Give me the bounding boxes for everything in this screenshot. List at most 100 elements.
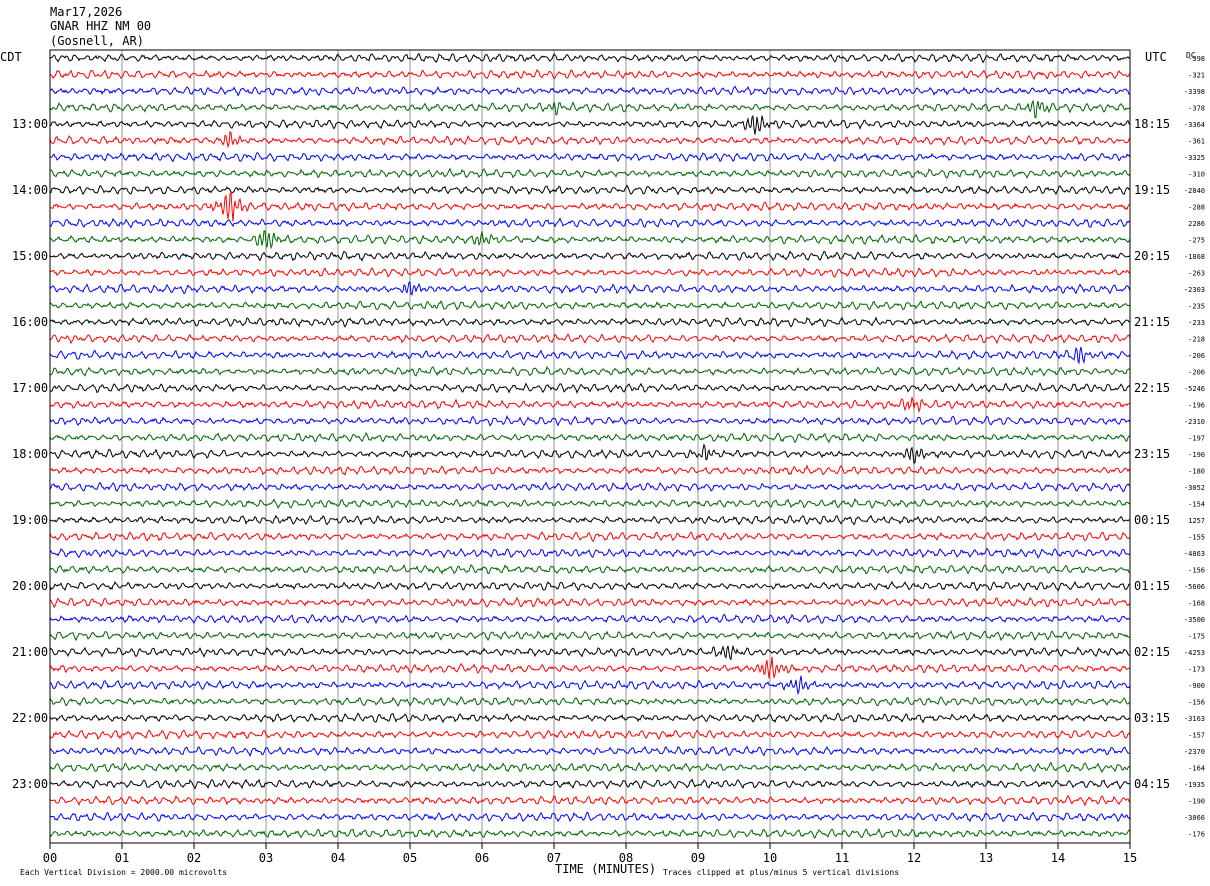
trace-row <box>49 531 1131 543</box>
dc-offset-label: -3325 <box>1184 154 1205 162</box>
dc-offset-label: -4863 <box>1184 550 1205 558</box>
trace-row <box>49 761 1131 774</box>
trace-row <box>49 464 1131 476</box>
trace-row <box>49 729 1131 741</box>
right-hour-label: 03:15 <box>1134 711 1170 725</box>
x-tick-label: 03 <box>259 851 273 865</box>
right-hour-label: 22:15 <box>1134 381 1170 395</box>
right-hour-label: 01:15 <box>1134 579 1170 593</box>
dc-offset-label: -156 <box>1188 699 1205 707</box>
trace-row <box>49 794 1131 807</box>
dc-offset-label: -196 <box>1188 402 1205 410</box>
dc-offset-label: -321 <box>1188 72 1205 80</box>
dc-offset-label: -168 <box>1188 600 1205 608</box>
left-hour-label: 13:00 <box>12 117 48 131</box>
dc-offset-label: -5606 <box>1184 583 1205 591</box>
trace-row <box>49 300 1131 311</box>
trace-row <box>49 52 1131 64</box>
left-hour-label: 17:00 <box>12 381 48 395</box>
dc-offset-label: -3500 <box>1184 616 1205 624</box>
trace-row <box>49 695 1131 707</box>
dc-offset-label: -310 <box>1188 171 1205 179</box>
right-hour-label: 21:15 <box>1134 315 1170 329</box>
trace-row <box>49 267 1131 278</box>
x-tick-label: 06 <box>475 851 489 865</box>
dc-offset-label: -3398 <box>1184 88 1205 96</box>
dc-offset-label: -176 <box>1188 831 1205 839</box>
dc-offset-label: -3163 <box>1184 715 1205 723</box>
dc-offset-label: -3052 <box>1184 484 1205 492</box>
trace-row <box>49 481 1131 493</box>
trace-row <box>49 99 1131 119</box>
dc-offset-label: -4253 <box>1184 649 1205 657</box>
seismic-traces <box>49 52 1131 839</box>
dc-offset-label: -398 <box>1188 55 1205 63</box>
left-hour-label: 15:00 <box>12 249 48 263</box>
left-hour-label: 20:00 <box>12 579 48 593</box>
dc-offset-header: DC <box>1186 51 1196 60</box>
dc-offset-label: 2286 <box>1188 220 1205 228</box>
dc-offset-label: -3066 <box>1184 814 1205 822</box>
dc-offset-label: -2840 <box>1184 187 1205 195</box>
row-labels: 13:00 14:00 15:00 16:00 17:00 18:00 19:00 20:00… <box>12 55 1205 839</box>
trace-row <box>49 656 1131 680</box>
dc-offset-label: -2310 <box>1184 418 1205 426</box>
trace-row <box>49 230 1131 250</box>
trace-row <box>49 346 1131 365</box>
trace-row <box>49 778 1131 790</box>
left-hour-label: 18:00 <box>12 447 48 461</box>
x-tick-label: 10 <box>763 851 777 865</box>
trace-row <box>49 85 1131 97</box>
x-tick-label: 05 <box>403 851 417 865</box>
dc-offset-label: -235 <box>1188 303 1205 311</box>
dc-offset-label: -2370 <box>1184 748 1205 756</box>
header-location: (Gosnell, AR) <box>50 34 144 48</box>
dc-offset-label: -5246 <box>1184 385 1205 393</box>
trace-row <box>49 130 1131 149</box>
dc-offset-label: -190 <box>1188 798 1205 806</box>
trace-row <box>49 414 1131 427</box>
dc-offset-label: -197 <box>1188 435 1205 443</box>
trace-row <box>49 547 1131 559</box>
trace-row <box>49 151 1131 163</box>
trace-row <box>49 281 1131 296</box>
right-hour-label: 19:15 <box>1134 183 1170 197</box>
x-tick-label: 04 <box>331 851 345 865</box>
trace-row <box>49 675 1131 696</box>
x-tick-label: 13 <box>979 851 993 865</box>
right-hour-label: 23:15 <box>1134 447 1170 461</box>
dc-offset-label: -2303 <box>1184 286 1205 294</box>
scale-note: Each Vertical Division = 2000.00 microvo… <box>20 868 227 877</box>
trace-row <box>49 596 1131 609</box>
trace-row <box>49 431 1131 444</box>
trace-row <box>49 644 1131 661</box>
dc-offset-label: -233 <box>1188 319 1205 327</box>
left-hour-label: 22:00 <box>12 711 48 725</box>
trace-row <box>49 442 1131 465</box>
left-hour-label: 14:00 <box>12 183 48 197</box>
right-hour-label: 02:15 <box>1134 645 1170 659</box>
trace-row <box>49 827 1131 839</box>
dc-offset-label: -1935 <box>1184 781 1205 789</box>
right-hour-label: 20:15 <box>1134 249 1170 263</box>
right-hour-label: 18:15 <box>1134 117 1170 131</box>
dc-offset-label: -154 <box>1188 501 1205 509</box>
header-station: GNAR HHZ NM 00 <box>50 19 151 33</box>
dc-offset-label: -206 <box>1188 352 1205 360</box>
dc-offset-label: -218 <box>1188 336 1205 344</box>
clip-note: Traces clipped at plus/minus 5 vertical … <box>663 868 899 877</box>
trace-row <box>49 397 1131 414</box>
x-tick-label: 15 <box>1123 851 1137 865</box>
trace-row <box>49 514 1131 526</box>
dc-offset-label: -288 <box>1188 204 1205 212</box>
dc-offset-label: -275 <box>1188 237 1205 245</box>
dc-offset-label: -263 <box>1188 270 1205 278</box>
dc-offset-label: -190 <box>1188 451 1205 459</box>
dc-offset-label: -157 <box>1188 732 1205 740</box>
dc-offset-label: -361 <box>1188 138 1205 146</box>
trace-row <box>49 184 1131 196</box>
left-hour-label: 19:00 <box>12 513 48 527</box>
right-timezone-label: UTC <box>1145 50 1167 64</box>
trace-row <box>49 497 1131 509</box>
